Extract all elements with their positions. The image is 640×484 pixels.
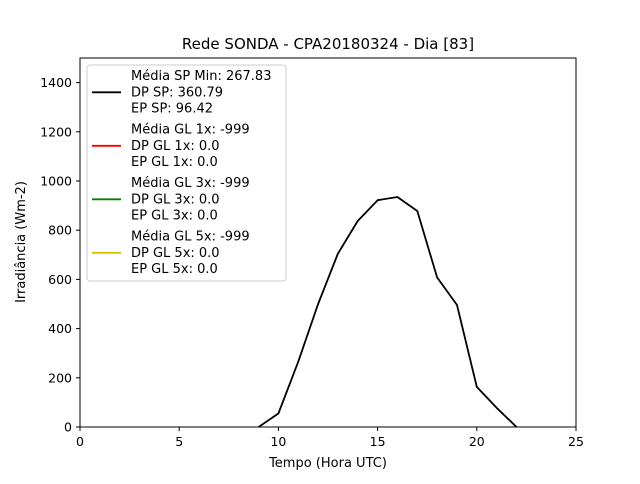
y-tick-label: 200 <box>48 370 72 385</box>
y-tick-label: 1400 <box>40 75 72 90</box>
y-tick-label: 400 <box>48 321 72 336</box>
legend-entry-text: Média GL 5x: -999 <box>131 230 250 245</box>
legend-entry-text: DP GL 3x: 0.0 <box>131 192 220 207</box>
x-tick-label: 20 <box>469 434 485 449</box>
series-line-0 <box>258 196 518 428</box>
legend-entry-text: Média GL 3x: -999 <box>131 176 250 191</box>
y-tick-label: 1000 <box>40 174 72 189</box>
series-lines <box>258 196 518 428</box>
y-axis-ticks: 0 200 400 600 800 1000 1200 1400 <box>40 75 80 435</box>
x-tick-label: 5 <box>175 434 183 449</box>
x-tick-label: 15 <box>370 434 386 449</box>
legend-box <box>86 64 287 282</box>
legend-entry-text: DP GL 1x: 0.0 <box>131 139 220 154</box>
legend-entry-text: EP SP: 96.42 <box>131 102 213 117</box>
y-tick-label: 600 <box>48 272 72 287</box>
x-tick-label: 25 <box>568 434 584 449</box>
legend-entry-text: Média GL 1x: -999 <box>131 123 250 138</box>
legend-entry-text: EP GL 5x: 0.0 <box>131 262 218 277</box>
y-axis-label: Irradiância (Wm-2) <box>14 181 29 303</box>
x-tick-label: 10 <box>270 434 286 449</box>
chart-title: Rede SONDA - CPA20180324 - Dia [83] <box>182 35 474 53</box>
y-tick-label: 1200 <box>40 124 72 139</box>
plot-frame <box>79 57 577 428</box>
legend-entry-text: DP GL 5x: 0.0 <box>131 246 220 261</box>
x-tick-label: 0 <box>76 434 84 449</box>
x-axis-ticks: 0 5 10 15 20 25 <box>76 427 584 449</box>
legend-entry-text: Média SP Min: 267.83 <box>131 69 271 84</box>
legend-entry-text: DP SP: 360.79 <box>131 85 223 100</box>
legend-entry-text: EP GL 1x: 0.0 <box>131 155 218 170</box>
y-tick-label: 0 <box>64 420 72 435</box>
legend-entry-text: EP GL 3x: 0.0 <box>131 209 218 224</box>
y-tick-label: 800 <box>48 223 72 238</box>
x-axis-label: Tempo (Hora UTC) <box>268 456 387 471</box>
